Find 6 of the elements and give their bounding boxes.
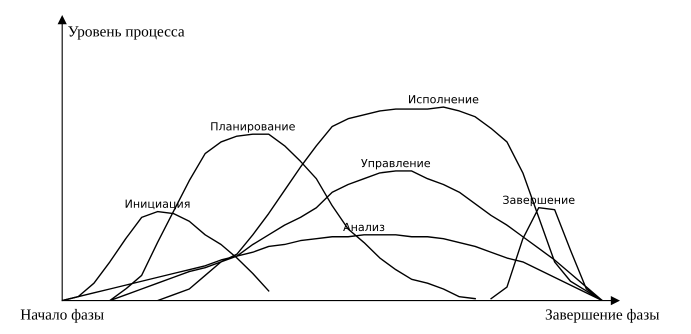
x-tick-label: Начало фазы [20,308,104,323]
series-label: Планирование [211,122,295,133]
series-label: Управление [361,159,430,170]
series-label: Исполнение [409,95,478,104]
x-tick-label: Завершение фазы [546,308,660,323]
y-axis-title: Уровень процесса [68,26,184,40]
